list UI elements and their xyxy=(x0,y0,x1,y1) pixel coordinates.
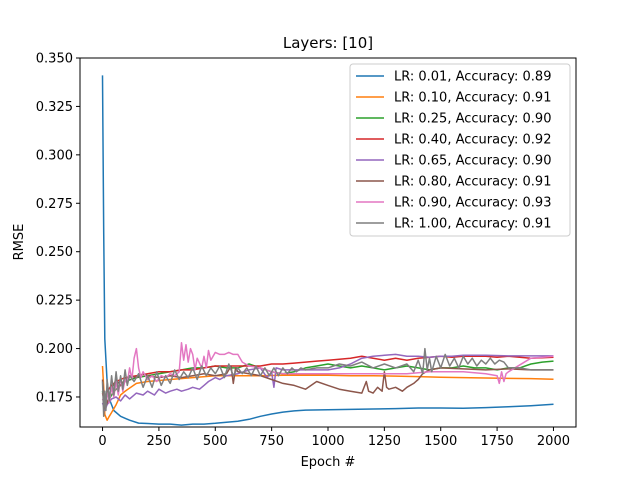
series-line-1 xyxy=(101,75,554,426)
legend-label-7: LR: 0.90, Accuracy: 0.93 xyxy=(394,196,551,211)
legend-label-2: LR: 0.10, Accuracy: 0.91 xyxy=(394,91,551,106)
x-axis-label: Epoch # xyxy=(301,455,356,470)
legend: LR: 0.01, Accuracy: 0.89 LR: 0.10, Accura… xyxy=(349,63,571,237)
x-tick-label: 1000 xyxy=(311,434,344,449)
x-tick-label: 2000 xyxy=(537,434,570,449)
legend-label-3: LR: 0.25, Accuracy: 0.90 xyxy=(394,112,551,127)
x-tick-label: 500 xyxy=(203,434,228,449)
series-line-4 xyxy=(101,355,554,404)
chart-title: Layers: [10] xyxy=(283,34,373,52)
y-tick-label: 0.350 xyxy=(36,52,73,67)
y-tick-label: 0.325 xyxy=(36,100,73,115)
series-layer xyxy=(101,75,554,426)
x-tick-label: 1250 xyxy=(368,434,401,449)
y-tick-label: 0.300 xyxy=(36,148,73,163)
series-line-8 xyxy=(101,347,554,418)
y-tick-label: 0.250 xyxy=(36,245,73,260)
y-axis-ticks: 0.175 0.200 0.225 0.250 0.275 0.300 0.325 0.350 xyxy=(36,52,80,405)
legend-label-5: LR: 0.65, Accuracy: 0.90 xyxy=(394,154,551,169)
legend-label-4: LR: 0.40, Accuracy: 0.92 xyxy=(394,133,551,148)
y-axis-label: RMSE xyxy=(12,224,27,261)
series-line-7 xyxy=(101,341,554,406)
legend-label-8: LR: 1.00, Accuracy: 0.91 xyxy=(394,217,551,232)
x-tick-label: 1500 xyxy=(424,434,457,449)
legend-label-6: LR: 0.80, Accuracy: 0.91 xyxy=(394,175,551,190)
x-tick-label: 1750 xyxy=(481,434,514,449)
y-tick-label: 0.225 xyxy=(36,294,73,309)
legend-label-1: LR: 0.01, Accuracy: 0.89 xyxy=(394,70,551,85)
y-tick-label: 0.200 xyxy=(36,342,73,357)
y-tick-label: 0.175 xyxy=(36,390,73,405)
x-tick-label: 750 xyxy=(259,434,284,449)
x-tick-label: 250 xyxy=(146,434,171,449)
x-tick-label: 0 xyxy=(98,434,106,449)
x-axis-ticks: 0 250 500 750 1000 1250 1500 1750 2000 xyxy=(98,427,570,449)
y-tick-label: 0.275 xyxy=(36,197,73,212)
legend-box xyxy=(349,63,571,237)
series-line-2 xyxy=(101,365,554,421)
